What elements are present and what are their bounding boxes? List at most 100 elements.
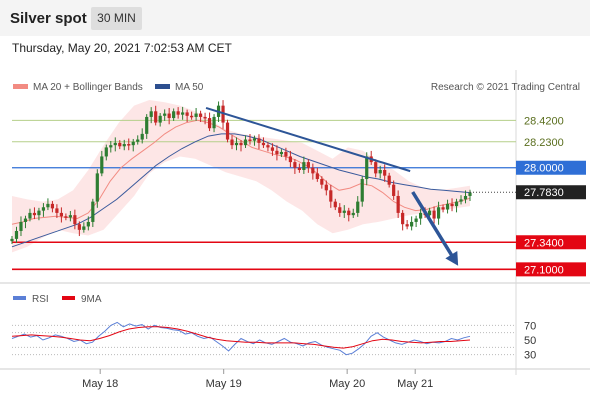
candle-body-97 bbox=[445, 203, 450, 210]
candle-body-22 bbox=[109, 145, 113, 148]
candle-body-11 bbox=[59, 212, 63, 217]
candle-body-73 bbox=[338, 207, 342, 213]
candle-body-70 bbox=[324, 184, 328, 191]
candle-body-89 bbox=[410, 221, 414, 227]
candle-body-18 bbox=[91, 201, 95, 222]
x-tick-label-2: May 20 bbox=[329, 378, 365, 390]
candle-body-23 bbox=[113, 142, 117, 146]
candle-body-37 bbox=[176, 111, 180, 115]
candle-body-15 bbox=[77, 224, 81, 230]
candle-body-98 bbox=[450, 203, 454, 207]
candle-body-86 bbox=[396, 195, 400, 213]
candle-body-13 bbox=[68, 215, 72, 218]
candle-body-32 bbox=[154, 111, 158, 123]
x-axis: May 18 May 19 May 20 May 21 bbox=[82, 369, 433, 390]
candle-body-42 bbox=[198, 113, 203, 117]
candle-body-44 bbox=[207, 118, 212, 129]
candle-body-7 bbox=[41, 207, 46, 211]
candle-body-8 bbox=[46, 203, 50, 208]
candle-body-4 bbox=[28, 212, 32, 219]
bollinger-band-area bbox=[12, 100, 470, 253]
candle-body-0 bbox=[10, 238, 14, 242]
instrument-title: Silver spot bbox=[10, 10, 87, 27]
candle-body-48 bbox=[225, 122, 230, 140]
candle-body-19 bbox=[95, 173, 99, 202]
candle-body-34 bbox=[163, 113, 167, 116]
candle-body-39 bbox=[185, 112, 189, 116]
candlesticks bbox=[10, 100, 472, 244]
candle-body-101 bbox=[463, 195, 468, 200]
candle-body-58 bbox=[270, 147, 275, 151]
candle-body-88 bbox=[405, 224, 409, 227]
level-tag-2 bbox=[516, 160, 586, 175]
candle-body-75 bbox=[347, 210, 351, 216]
rsi-tick-label-0: 70 bbox=[524, 320, 536, 332]
candle-body-24 bbox=[118, 142, 122, 147]
candle-body-77 bbox=[356, 201, 360, 213]
candle-body-95 bbox=[436, 207, 441, 219]
candle-body-63 bbox=[293, 162, 297, 168]
candle-body-35 bbox=[167, 113, 171, 119]
candle-body-45 bbox=[212, 116, 216, 129]
rsi-legend-swatch bbox=[13, 296, 26, 300]
projection-arrow-head bbox=[445, 250, 459, 266]
candle-body-78 bbox=[360, 179, 364, 202]
candle-body-64 bbox=[297, 167, 301, 170]
candle-body-51 bbox=[239, 142, 243, 146]
candle-body-55 bbox=[257, 138, 261, 143]
trend-lines bbox=[205, 106, 516, 266]
candle-body-25 bbox=[122, 144, 126, 147]
projection-arrow-shaft bbox=[411, 191, 458, 263]
candle-body-31 bbox=[149, 111, 153, 117]
level-tag-3 bbox=[516, 235, 586, 250]
candle-body-87 bbox=[401, 212, 405, 225]
rsi-line bbox=[11, 321, 471, 356]
candle-body-81 bbox=[374, 162, 378, 174]
legend-label-ma50: MA 50 bbox=[175, 82, 204, 93]
candle-body-82 bbox=[378, 170, 382, 174]
candle-body-102 bbox=[468, 192, 472, 196]
candle-body-65 bbox=[302, 162, 306, 170]
level-label-0: 28.4200 bbox=[524, 115, 564, 127]
candle-body-68 bbox=[315, 173, 319, 180]
x-tick-label-1: May 19 bbox=[206, 378, 242, 390]
candle-body-57 bbox=[266, 145, 270, 148]
candle-body-54 bbox=[252, 138, 257, 141]
level-tag-4 bbox=[516, 262, 586, 277]
candle-body-2 bbox=[19, 221, 23, 231]
timeframe-button[interactable]: 30 MIN bbox=[91, 7, 142, 30]
candle-body-36 bbox=[172, 111, 176, 119]
bollinger-bands bbox=[12, 100, 470, 253]
candle-body-3 bbox=[23, 218, 28, 222]
candle-body-5 bbox=[32, 212, 37, 216]
level-label-1: 28.2300 bbox=[524, 137, 564, 149]
candle-body-21 bbox=[104, 147, 108, 157]
candle-body-62 bbox=[288, 156, 292, 163]
rsi-tick-label-2: 30 bbox=[524, 350, 536, 362]
candle-body-43 bbox=[203, 116, 207, 119]
rsi-ma-legend-label: 9MA bbox=[81, 294, 102, 305]
candle-body-56 bbox=[261, 142, 266, 146]
legend-swatch-ma50 bbox=[155, 84, 170, 89]
candle-body-67 bbox=[311, 167, 315, 174]
level-labels: 28.4200 28.2300 28.0000 27.3400 27.1000 27.78… bbox=[516, 115, 586, 277]
candle-body-90 bbox=[414, 218, 418, 222]
candle-body-79 bbox=[365, 156, 369, 180]
candle-body-50 bbox=[234, 142, 239, 146]
candle-body-53 bbox=[248, 139, 252, 142]
candle-body-60 bbox=[279, 151, 284, 155]
price-levels bbox=[12, 119, 516, 271]
legend-label-ma20: MA 20 + Bollinger Bands bbox=[33, 82, 143, 93]
copyright-text: Research © 2021 Trading Central bbox=[431, 82, 580, 93]
candle-body-83 bbox=[383, 170, 387, 176]
candle-body-12 bbox=[64, 216, 68, 218]
legend-swatch-ma20 bbox=[13, 84, 28, 89]
candle-body-72 bbox=[333, 201, 337, 208]
candle-body-66 bbox=[306, 162, 310, 168]
candle-body-20 bbox=[100, 156, 104, 174]
candle-body-26 bbox=[127, 144, 131, 146]
candle-body-40 bbox=[190, 115, 194, 118]
candle-body-14 bbox=[73, 215, 77, 225]
last-price-tag bbox=[516, 185, 586, 200]
